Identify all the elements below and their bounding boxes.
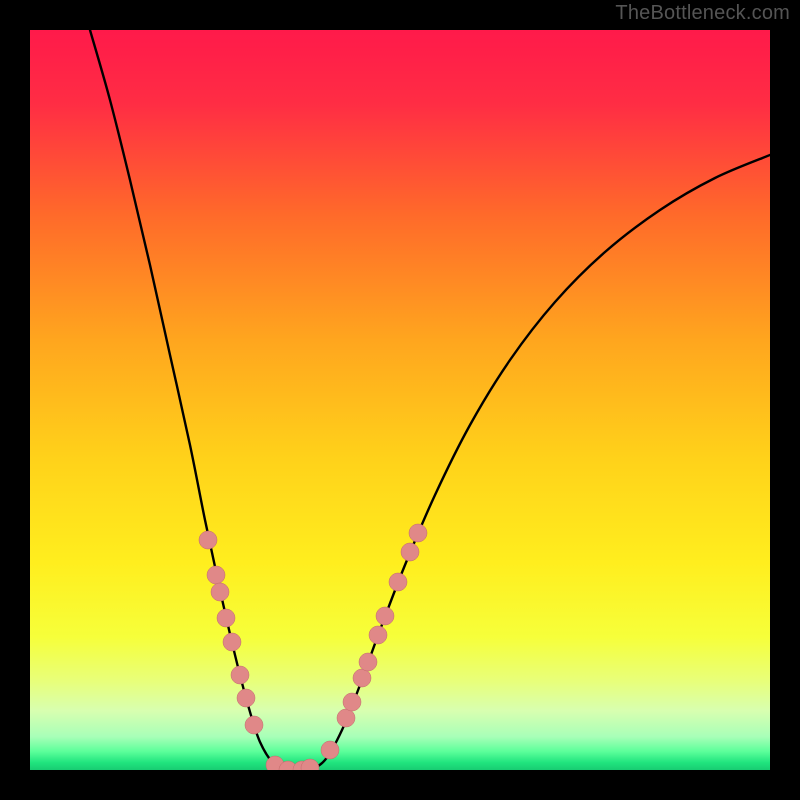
data-marker	[217, 609, 235, 627]
data-marker	[223, 633, 241, 651]
data-marker	[401, 543, 419, 561]
v-curve	[90, 30, 770, 770]
data-marker	[245, 716, 263, 734]
data-marker	[389, 573, 407, 591]
data-marker	[369, 626, 387, 644]
data-marker	[343, 693, 361, 711]
watermark-text: TheBottleneck.com	[615, 2, 790, 25]
plot-area	[30, 30, 770, 770]
data-marker	[337, 709, 355, 727]
data-marker	[207, 566, 225, 584]
data-marker	[359, 653, 377, 671]
data-marker	[301, 759, 319, 770]
data-marker	[353, 669, 371, 687]
data-marker	[376, 607, 394, 625]
data-marker	[321, 741, 339, 759]
data-markers	[199, 524, 427, 770]
data-marker	[237, 689, 255, 707]
curve-layer	[30, 30, 770, 770]
data-marker	[211, 583, 229, 601]
data-marker	[409, 524, 427, 542]
data-marker	[231, 666, 249, 684]
data-marker	[199, 531, 217, 549]
